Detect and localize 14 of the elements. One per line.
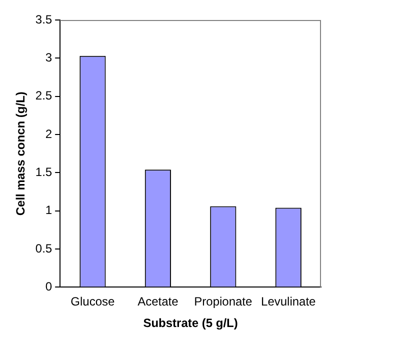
y-tick-label: 2.5	[35, 88, 52, 103]
y-axis-title: Cell mass concn (g/L)	[14, 92, 28, 216]
x-axis-title: Substrate (5 g/L)	[143, 316, 238, 330]
y-tick-label: 2	[45, 126, 52, 141]
y-tick-label: 0.5	[35, 241, 52, 256]
y-tick-label: 3.5	[35, 12, 52, 26]
y-tick-label: 3	[45, 50, 52, 64]
y-tick-label: 0	[45, 280, 52, 294]
x-tick-label: Acetate	[138, 294, 179, 309]
x-tick-label: Glucose	[70, 294, 116, 309]
y-tick-label: 1	[45, 203, 52, 218]
x-tick-label: Propionate	[194, 294, 252, 309]
y-tick-label: 1.5	[35, 165, 52, 179]
x-tick-label: Levulinate	[261, 294, 316, 309]
